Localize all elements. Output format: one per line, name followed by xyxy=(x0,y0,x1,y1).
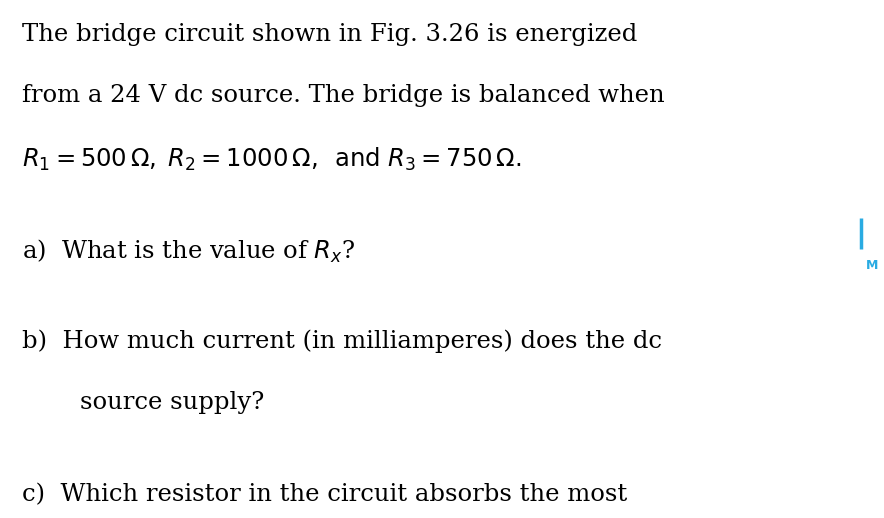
Text: a)  What is the value of $R_x$?: a) What is the value of $R_x$? xyxy=(22,238,355,265)
Text: c)  Which resistor in the circuit absorbs the most: c) Which resistor in the circuit absorbs… xyxy=(22,483,628,506)
Text: source supply?: source supply? xyxy=(80,391,263,414)
Text: from a 24 V dc source. The bridge is balanced when: from a 24 V dc source. The bridge is bal… xyxy=(22,84,665,107)
Text: b)  How much current (in milliamperes) does the dc: b) How much current (in milliamperes) do… xyxy=(22,330,662,353)
Text: $R_1 = 500\,\Omega,\; R_2 = 1000\,\Omega,\,$ and $R_3 = 750\,\Omega.$: $R_1 = 500\,\Omega,\; R_2 = 1000\,\Omega… xyxy=(22,146,522,173)
Text: The bridge circuit shown in Fig. 3.26 is energized: The bridge circuit shown in Fig. 3.26 is… xyxy=(22,23,637,46)
Text: M: M xyxy=(866,259,879,272)
